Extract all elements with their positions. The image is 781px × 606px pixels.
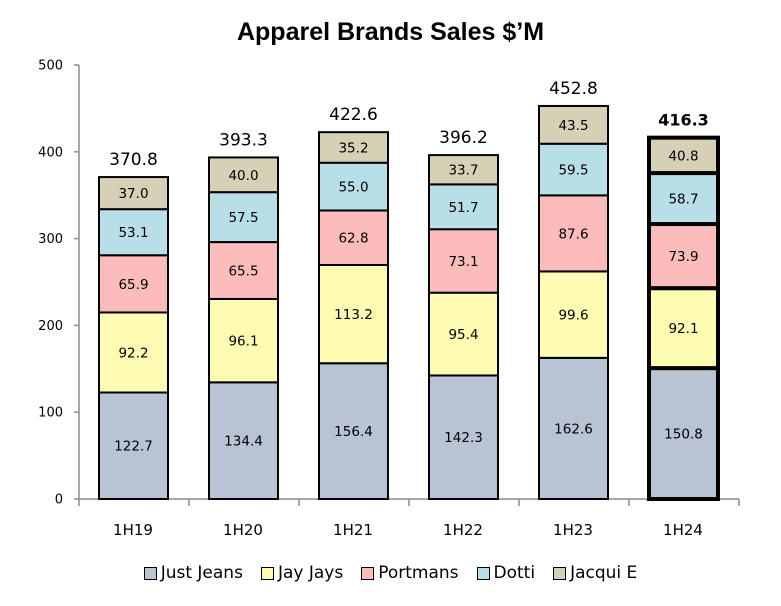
chart-title: Apparel Brands Sales $’M	[236, 18, 545, 46]
segment-value-label: 40.8	[668, 148, 698, 164]
legend-item: Dotti	[476, 563, 536, 583]
segment-value-label: 55.0	[338, 180, 368, 196]
x-tick-label: 1H20	[223, 521, 263, 539]
bar-segment	[318, 131, 389, 164]
segment-value-label: 35.2	[338, 140, 368, 156]
bar-segment	[428, 374, 499, 501]
y-tick-label: 200	[38, 319, 63, 334]
segment-value-label: 37.0	[118, 186, 148, 202]
bar-segment	[318, 263, 389, 365]
x-tick-label: 1H21	[333, 521, 373, 539]
segment-value-label: 99.6	[558, 308, 588, 324]
y-tick-label: 500	[38, 59, 63, 74]
y-tick-label: 300	[38, 232, 63, 247]
segment-value-label: 113.2	[334, 307, 373, 323]
bar-segment	[318, 362, 389, 501]
legend-label: Jay Jays	[277, 563, 344, 583]
bar-segment	[98, 391, 169, 500]
bar-segment	[208, 297, 279, 384]
segment-value-label: 53.1	[118, 225, 148, 241]
x-tick-label: 1H24	[663, 521, 703, 539]
segment-value-label: 95.4	[448, 327, 478, 343]
bar-segment	[647, 135, 720, 176]
y-tick-label: 0	[55, 493, 63, 508]
segment-value-label: 33.7	[448, 163, 478, 179]
x-tick-label: 1H19	[113, 521, 153, 539]
segment-value-label: 65.5	[228, 263, 258, 279]
legend-item: Portmans	[361, 563, 459, 583]
legend-label: Jacqui E	[570, 563, 638, 583]
axes: 0 100 200 300 400 500 1H19 1H20 1H21 1H22 1H23 1H24	[38, 59, 740, 539]
segment-value-label: 142.3	[444, 430, 483, 446]
bar-segment	[538, 142, 609, 197]
legend-swatch	[476, 566, 490, 580]
bar-segment	[428, 154, 499, 186]
bar-segment	[428, 228, 499, 294]
bar-segment	[98, 254, 169, 314]
segment-value-label: 156.4	[334, 424, 373, 440]
legend-label: Dotti	[493, 563, 536, 583]
segment-value-label: 87.6	[558, 226, 588, 242]
bar-segment	[208, 241, 279, 300]
segment-value-label: 96.1	[228, 334, 258, 350]
legend-label: Portmans	[378, 563, 459, 583]
total-value-label: 452.8	[549, 79, 598, 99]
total-value-label: 422.6	[329, 105, 378, 125]
bar-segment	[98, 176, 169, 211]
bar-segment	[318, 161, 389, 212]
segment-value-label: 92.2	[118, 345, 148, 361]
x-tick-label: 1H23	[553, 521, 593, 539]
segment-value-label: 92.1	[668, 321, 698, 337]
total-value-label: 416.3	[658, 111, 709, 130]
legend-item: Jacqui E	[553, 563, 637, 583]
segment-value-label: 40.0	[228, 168, 258, 184]
bar-segment	[538, 356, 609, 500]
legend-label: Just Jeans	[160, 563, 243, 583]
legend-swatch	[553, 566, 567, 580]
labels: 122.7 92.2 65.9 53.1 37.0 370.8 134.4 96.1 65.5 5…	[109, 79, 709, 455]
segment-value-label: 58.7	[668, 192, 698, 208]
bar-segment	[647, 171, 720, 227]
bars	[98, 104, 720, 501]
total-value-label: 370.8	[109, 150, 158, 170]
bar-segment	[208, 381, 279, 500]
bar-segment	[538, 194, 609, 273]
segment-value-label: 73.1	[448, 254, 478, 270]
y-tick-label: 400	[38, 145, 63, 160]
segment-value-label: 43.5	[558, 118, 588, 134]
bar-segment	[428, 291, 499, 377]
total-value-label: 396.2	[439, 128, 488, 148]
legend-swatch	[143, 566, 157, 580]
segment-value-label: 134.4	[224, 434, 263, 450]
bar-segment	[208, 191, 279, 244]
segment-value-label: 162.6	[554, 421, 593, 437]
legend-swatch	[260, 566, 274, 580]
segment-value-label: 65.9	[118, 277, 148, 293]
x-tick-label: 1H22	[443, 521, 483, 539]
segment-value-label: 59.5	[558, 163, 588, 179]
segment-value-label: 73.9	[668, 249, 698, 265]
bar-segment	[538, 104, 609, 145]
bar-segment	[318, 209, 389, 266]
y-tick-label: 100	[38, 406, 63, 421]
legend-swatch	[361, 566, 375, 580]
total-value-label: 393.3	[219, 130, 268, 150]
bar-segment	[208, 156, 279, 194]
segment-value-label: 51.7	[448, 200, 478, 216]
legend-item: Jay Jays	[260, 563, 344, 583]
segment-value-label: 150.8	[664, 427, 703, 443]
segment-value-label: 122.7	[114, 439, 153, 455]
segment-value-label: 57.5	[228, 210, 258, 226]
segment-value-label: 62.8	[338, 231, 368, 247]
legend-item: Just Jeans	[143, 563, 243, 583]
legend: Just Jeans Jay Jays Portmans Dotti Jacqui E	[0, 563, 781, 583]
